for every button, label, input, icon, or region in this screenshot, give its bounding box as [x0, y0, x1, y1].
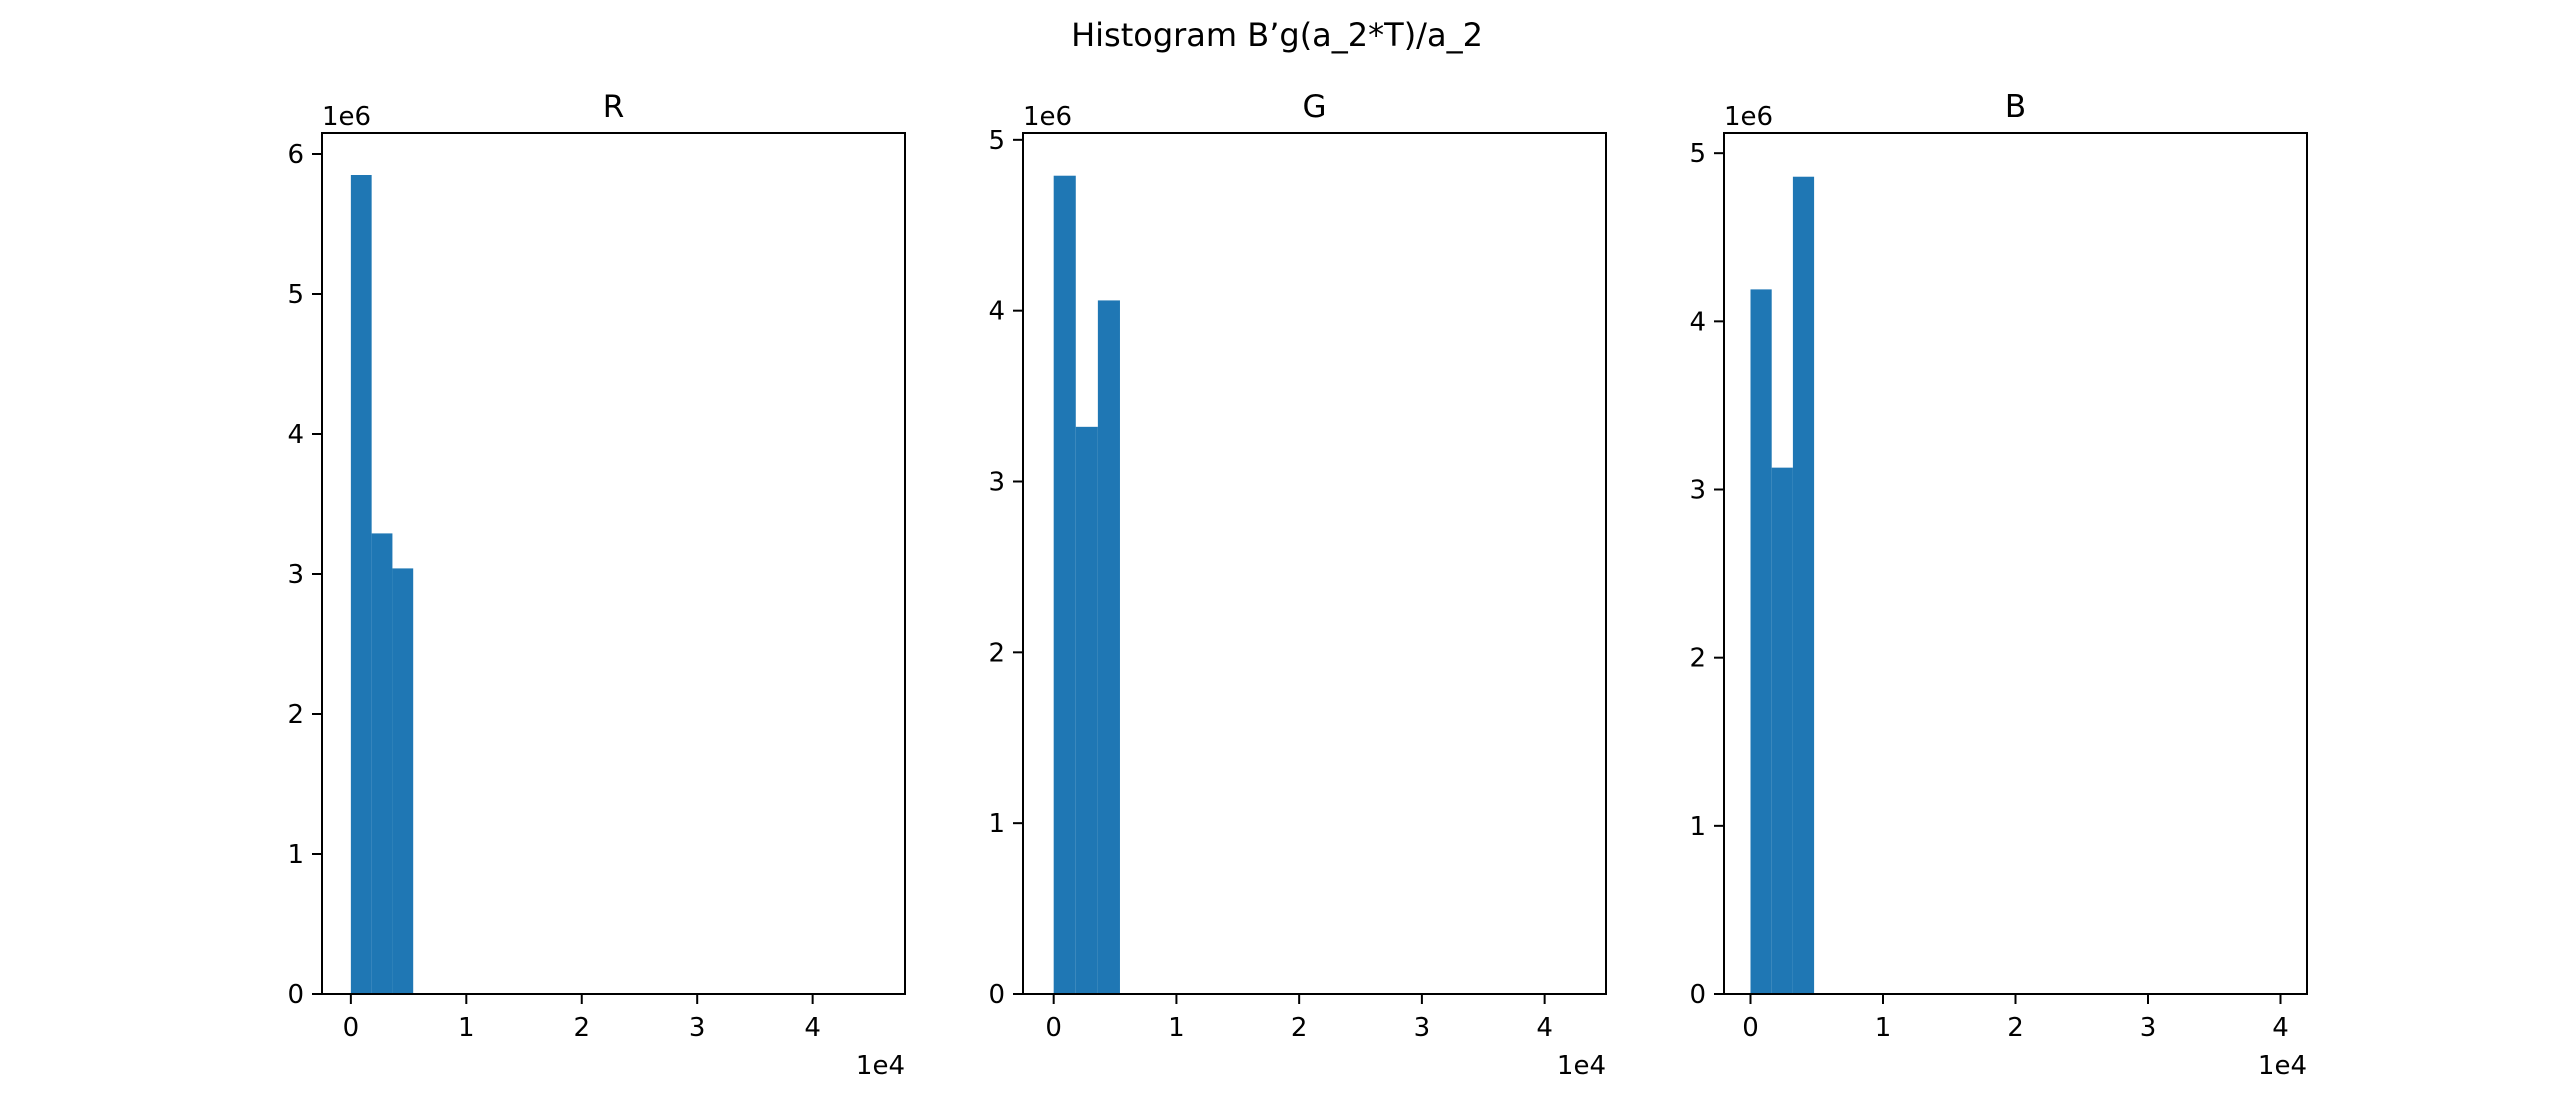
histogram-bar: [392, 568, 414, 994]
histogram-bar: [1053, 175, 1076, 995]
y-tick-label: 5: [1689, 139, 1706, 169]
x-tick-label: 4: [2272, 1013, 2289, 1043]
subplot-title: R: [603, 89, 625, 125]
histogram-bar: [1771, 467, 1793, 994]
x-tick-label: 2: [573, 1013, 590, 1043]
x-tick-label: 0: [1742, 1013, 1759, 1043]
histogram-bar: [371, 533, 393, 994]
x-offset-label: 1e4: [1557, 1051, 1606, 1081]
y-tick-label: 1: [988, 809, 1005, 839]
y-offset-label: 1e6: [1724, 102, 1773, 132]
y-offset-label: 1e6: [1023, 102, 1072, 132]
y-tick-label: 5: [287, 280, 304, 310]
y-tick-label: 6: [287, 140, 304, 170]
x-tick-label: 0: [343, 1013, 360, 1043]
y-tick-label: 5: [988, 126, 1005, 156]
subplot-title: B: [2005, 89, 2026, 125]
y-tick-label: 1: [1689, 812, 1706, 842]
x-offset-label: 1e4: [2258, 1051, 2307, 1081]
y-offset-label: 1e6: [322, 102, 371, 132]
y-tick-label: 2: [1689, 644, 1706, 674]
y-tick-label: 4: [287, 420, 304, 450]
y-tick-label: 3: [287, 560, 304, 590]
y-tick-label: 3: [1689, 476, 1706, 506]
x-tick-label: 1: [1875, 1013, 1892, 1043]
subplot-title: G: [1302, 89, 1326, 125]
axes-frame: [321, 132, 906, 995]
y-tick-label: 3: [988, 468, 1005, 498]
y-tick-label: 4: [988, 297, 1005, 327]
x-tick-label: 2: [2007, 1013, 2024, 1043]
subplot-r: 0 1 2 3 4 0 1 2 3 4 5 6 R 1e6 1e4: [287, 89, 906, 1081]
y-tick-label: 0: [988, 980, 1005, 1010]
x-tick-label: 1: [1168, 1013, 1185, 1043]
y-tick-label: 2: [988, 638, 1005, 668]
y-tick-label: 0: [287, 980, 304, 1010]
x-tick-label: 4: [804, 1013, 821, 1043]
x-tick-label: 3: [2140, 1013, 2157, 1043]
x-tick-label: 4: [1536, 1013, 1553, 1043]
histogram-bar: [350, 175, 372, 994]
y-tick-label: 2: [287, 700, 304, 730]
subplot-b: 0 1 2 3 4 0 1 2 3 4 5 B 1e6 1e4: [1689, 89, 2308, 1081]
y-tick-label: 0: [1689, 980, 1706, 1010]
histogram-bar: [1750, 289, 1772, 994]
histogram-bar: [1792, 176, 1815, 994]
histogram-bar: [1097, 300, 1120, 995]
x-tick-label: 0: [1045, 1013, 1062, 1043]
figure-title: Histogram B’g(a_2*T)/a_2: [1071, 16, 1483, 54]
subplot-g: 0 1 2 3 4 0 1 2 3 4 5 G 1e6 1e4: [988, 89, 1607, 1081]
x-tick-label: 3: [1414, 1013, 1431, 1043]
y-tick-label: 1: [287, 840, 304, 870]
histogram-bar: [1075, 426, 1098, 994]
x-tick-label: 1: [458, 1013, 475, 1043]
x-offset-label: 1e4: [856, 1051, 905, 1081]
y-tick-label: 4: [1689, 307, 1706, 337]
x-tick-label: 2: [1291, 1013, 1308, 1043]
x-tick-label: 3: [689, 1013, 706, 1043]
axes-frame: [1022, 132, 1607, 995]
